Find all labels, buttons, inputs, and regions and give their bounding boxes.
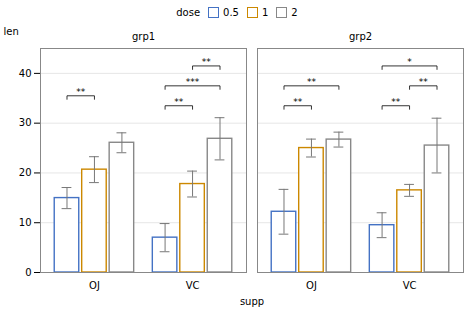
html-text:0.5: 0.5 (223, 6, 239, 18)
svg-text:len: len (4, 26, 19, 37)
html-text:supp: supp (239, 296, 265, 307)
svg-text:grp1: grp1 (132, 31, 155, 42)
html-text:1: 1 (262, 6, 269, 18)
svg-text:OJ: OJ (306, 280, 317, 291)
svg-text:VC: VC (403, 280, 417, 291)
svg-text:VC: VC (186, 280, 200, 291)
svg-text:**: ** (76, 87, 86, 97)
svg-text:***: *** (186, 77, 200, 87)
svg-text:grp2: grp2 (349, 31, 372, 42)
svg-text:**: ** (307, 77, 317, 87)
svg-text:20: 20 (19, 167, 32, 178)
html-text:dose: dose (176, 6, 201, 18)
svg-text:**: ** (202, 57, 212, 67)
svg-text:10: 10 (19, 217, 32, 228)
svg-text:OJ: OJ (89, 280, 100, 291)
svg-text:40: 40 (19, 68, 32, 79)
svg-text:30: 30 (19, 117, 32, 128)
svg-text:0: 0 (25, 267, 31, 278)
svg-text:**: ** (174, 97, 184, 107)
svg-text:*: * (407, 57, 412, 67)
svg-text:**: ** (391, 97, 401, 107)
svg-text:**: ** (419, 77, 429, 87)
html-text:2: 2 (291, 6, 298, 18)
svg-text:**: ** (293, 97, 303, 107)
